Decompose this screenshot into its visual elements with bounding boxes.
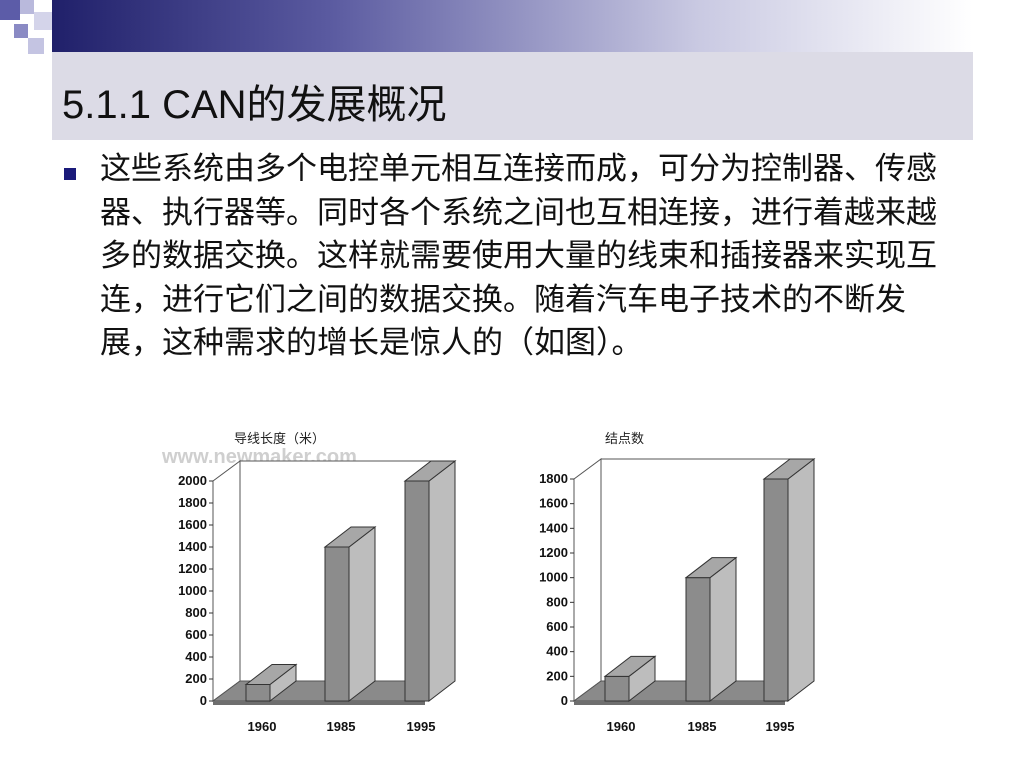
y-tick-label: 600 bbox=[185, 627, 207, 642]
chart-title: 导线长度（米） bbox=[234, 431, 325, 447]
bar-front bbox=[324, 546, 350, 702]
slide-body-text: 这些系统由多个电控单元相互连接而成，可分为控制器、传感器、执行器等。同时各个系统… bbox=[100, 151, 937, 361]
bar-top bbox=[403, 460, 457, 482]
y-tick-label: 1200 bbox=[539, 545, 568, 560]
y-tick-label: 800 bbox=[185, 605, 207, 620]
y-tick-label: 1800 bbox=[539, 471, 568, 486]
bar-front bbox=[404, 480, 430, 702]
header-gradient-bar bbox=[52, 0, 973, 52]
bar-top bbox=[684, 557, 738, 579]
corner-square-1 bbox=[0, 0, 20, 20]
bar-front bbox=[685, 577, 711, 702]
y-tick-label: 1400 bbox=[178, 539, 207, 554]
slide-title: 5.1.1 CAN的发展概况 bbox=[62, 83, 447, 127]
x-category-label: 1985 bbox=[688, 719, 717, 734]
bar-side bbox=[787, 457, 815, 703]
y-tick-label: 200 bbox=[546, 668, 568, 683]
corner-square-3 bbox=[34, 12, 52, 30]
corner-square-5 bbox=[28, 38, 44, 54]
bar-front bbox=[245, 684, 271, 702]
y-tick-label: 200 bbox=[185, 671, 207, 686]
bar-side bbox=[428, 459, 456, 703]
bar-front bbox=[763, 478, 789, 702]
y-tick-label: 1000 bbox=[539, 570, 568, 585]
corner-square-4 bbox=[14, 24, 28, 38]
y-tick-label: 1400 bbox=[539, 520, 568, 535]
y-tick-label: 0 bbox=[561, 693, 568, 708]
bar-front bbox=[604, 675, 630, 702]
x-category-label: 1995 bbox=[766, 719, 795, 734]
bar-top bbox=[323, 526, 377, 548]
chart-node-count: 结点数 0 200 400 600 800 1000 1200 1400 1600 1800 1960… bbox=[510, 425, 850, 740]
chart-title: 结点数 bbox=[605, 432, 644, 447]
y-tick-label: 1600 bbox=[539, 496, 568, 511]
y-tick-label: 1600 bbox=[178, 517, 207, 532]
bar-side bbox=[348, 525, 376, 703]
bar-top bbox=[762, 458, 816, 480]
y-tick-label: 0 bbox=[200, 693, 207, 708]
x-category-label: 1960 bbox=[248, 719, 277, 734]
chart-floor-edge bbox=[213, 701, 425, 705]
bar-top bbox=[603, 655, 657, 677]
chart-left-wall bbox=[212, 460, 241, 702]
bullet-square-icon bbox=[64, 168, 76, 180]
y-tick-label: 600 bbox=[546, 619, 568, 634]
bar-side bbox=[709, 556, 737, 703]
y-tick-label: 1200 bbox=[178, 561, 207, 576]
y-tick-label: 400 bbox=[185, 649, 207, 664]
chart-left-wall bbox=[573, 458, 602, 702]
y-tick-label: 400 bbox=[546, 644, 568, 659]
title-bar bbox=[52, 52, 973, 140]
corner-square-2 bbox=[20, 0, 34, 14]
chart-wire-length: 导线长度（米） www.newmaker.com 0 200 400 600 800 1000… bbox=[162, 425, 502, 740]
x-category-label: 1960 bbox=[607, 719, 636, 734]
x-category-label: 1995 bbox=[407, 719, 436, 734]
y-tick-label: 1800 bbox=[178, 495, 207, 510]
x-category-label: 1985 bbox=[327, 719, 356, 734]
bar-top bbox=[244, 664, 298, 685]
y-tick-label: 2000 bbox=[178, 473, 207, 488]
chart-floor-edge bbox=[574, 701, 785, 705]
y-tick-label: 1000 bbox=[178, 583, 207, 598]
y-tick-label: 800 bbox=[546, 594, 568, 609]
